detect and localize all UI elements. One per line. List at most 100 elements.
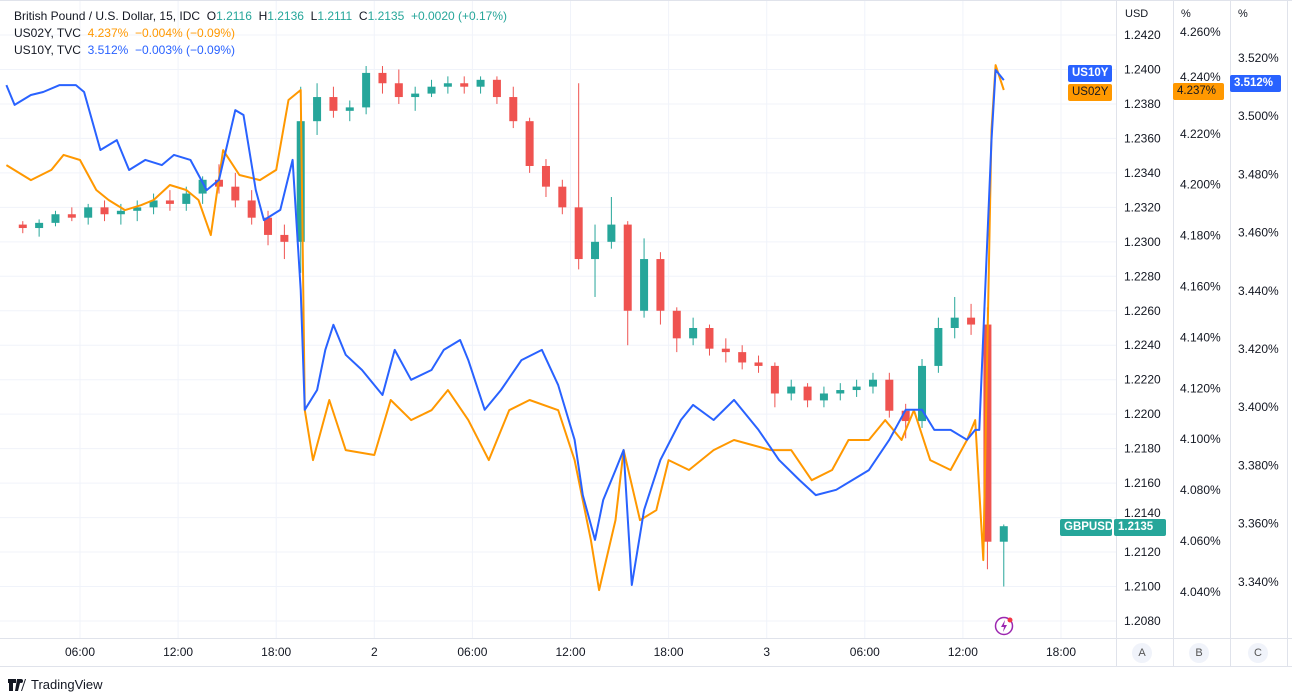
axis-c-tick-label: 3.420% [1238,342,1279,356]
candle-body [689,327,698,339]
axis-c-tick-label: 3.440% [1238,284,1279,298]
lightning-event-icon[interactable] [994,616,1014,636]
tradingview-logo-icon [8,678,26,691]
axis-a-title: USD [1125,8,1149,20]
us10y-price-tag: 3.512% [1230,75,1281,92]
candle-body [313,97,322,122]
legend-gbpusd[interactable]: British Pound / U.S. Dollar, 15, IDC O1.… [14,8,507,25]
time-tick-label: 2 [371,645,378,659]
candle-body [640,259,649,311]
axis-c-tick-label: 3.460% [1238,226,1279,240]
candle-body [362,72,371,108]
candle-body [182,193,191,204]
legend-us02y[interactable]: US02Y, TVC 4.237% −0.004% (−0.09%) [14,25,507,42]
candle-body [591,241,600,260]
us10y-name: US10Y, TVC [14,43,81,57]
candle-body [394,83,403,98]
candle-body [35,222,44,229]
candle-body [819,393,828,401]
axis-a-tick-label: 1.2100 [1124,580,1161,594]
candle-body [280,234,289,242]
time-tick-label: 06:00 [850,645,880,659]
candle-body [967,317,976,325]
us02y-value: 4.237% [87,26,129,40]
axis-a-tick-label: 1.2240 [1124,338,1161,352]
candle-body [770,365,779,394]
close-value: 1.2135 [367,9,405,23]
axis-a-button[interactable]: A [1132,643,1152,663]
axis-a-tick-label: 1.2400 [1124,62,1161,76]
candle-body [378,72,387,84]
candle-body [149,200,158,208]
axis-a-tick-label: 1.2080 [1124,614,1161,628]
symbol-name: British Pound / U.S. Dollar, 15, IDC [14,9,201,23]
legend-us10y[interactable]: US10Y, TVC 3.512% −0.003% (−0.09%) [14,42,507,59]
legend: British Pound / U.S. Dollar, 15, IDC O1.… [14,8,507,59]
candle-body [656,259,665,311]
change-value: +0.0020 (+0.17%) [410,9,508,23]
axis-a-tick-label: 1.2200 [1124,407,1161,421]
axis-b-tick-label: 4.040% [1180,585,1221,599]
axis-c-button[interactable]: C [1248,643,1268,663]
candle-body [198,179,207,194]
time-tick-label: 12:00 [555,645,585,659]
candle-body [541,165,550,187]
gbpusd-symbol-tag: GBPUSD [1060,519,1113,536]
candle-body [18,224,27,229]
candle-body [950,317,959,328]
time-tick-label: 06:00 [65,645,95,659]
candle-body [918,365,927,422]
time-tick-label: 06:00 [457,645,487,659]
brand-name: TradingView [31,677,103,692]
axis-c-tick-label: 3.340% [1238,575,1279,589]
tradingview-logo[interactable]: TradingView [8,677,103,692]
candle-body [868,379,877,387]
axis-a-tick-label: 1.2340 [1124,166,1161,180]
candle-body [607,224,616,242]
us10y-symbol-tag: US10Y [1068,65,1113,82]
candle-body [51,214,60,223]
axis-b-tick-label: 4.260% [1180,25,1221,39]
axis-a-tick-label: 1.2140 [1124,506,1161,520]
candle-body [525,121,534,166]
candle-body [476,79,485,87]
candle-body [247,200,256,218]
close-label: C [358,9,368,23]
axis-b-button[interactable]: B [1189,643,1209,663]
axis-b-tick-label: 4.200% [1180,178,1221,192]
axis-b-tick-label: 4.120% [1180,381,1221,395]
candle-body [443,83,452,87]
gbpusd-price-tag: 1.2135 [1114,519,1166,536]
candle-body [264,217,273,235]
candle-body [231,186,240,201]
candle-body [165,200,174,204]
candle-body [885,379,894,411]
axis-c-tick-label: 3.500% [1238,109,1279,123]
candle-body [574,207,583,260]
candle-body [116,210,125,215]
axis-a-tick-label: 1.2120 [1124,545,1161,559]
candle-body [754,362,763,366]
axis-b-tick-label: 4.060% [1180,534,1221,548]
axis-a-tick-label: 1.2380 [1124,97,1161,111]
axis-b-tick-label: 4.240% [1180,70,1221,84]
candle-body [999,526,1008,542]
candle-body [509,97,518,122]
candle-body [427,86,436,94]
axis-c-tick-label: 3.400% [1238,400,1279,414]
us02y-name: US02Y, TVC [14,26,81,40]
axis-c-tick-label: 3.520% [1238,51,1279,65]
candle-body [558,186,567,208]
us02y-line [5,64,1005,592]
axis-a-tick-label: 1.2160 [1124,476,1161,490]
candle-body [329,97,338,111]
candle-body [672,310,681,339]
axes: 06:00 12:00 18:00 2 06:00 12:00 18:00 3 06:00 12:… [0,0,1292,667]
candle-body [296,121,305,242]
axis-c-tick-label: 3.380% [1238,458,1279,472]
time-tick-label: 18:00 [261,645,291,659]
axis-b-title: % [1181,8,1191,20]
candle-body [100,207,109,215]
candle-body [836,390,845,394]
